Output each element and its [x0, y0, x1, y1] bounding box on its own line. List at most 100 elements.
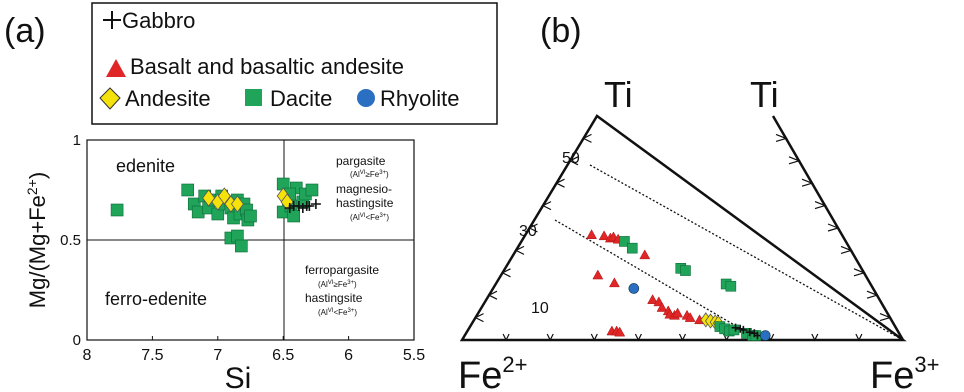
ternary-tick	[855, 333, 863, 342]
plot-a-y-label: Mg/(Mg+Fe2+)	[24, 172, 50, 308]
ternary-tick	[811, 333, 819, 342]
ternary-tick	[866, 290, 879, 299]
point-basalt	[614, 326, 626, 337]
vertex-label-fe3: Fe3+	[870, 352, 939, 392]
vertex-label-ti-right: Ti	[750, 74, 779, 115]
x-tick-label: 7.5	[141, 347, 163, 364]
point-basalt	[656, 302, 668, 312]
legend-rhyolite-marker	[357, 89, 375, 107]
ternary-tick	[501, 268, 511, 278]
plot-a-x-label: Si	[225, 362, 252, 392]
x-tick-label: 5.5	[403, 347, 425, 364]
region-ferropargasite-condition: (AlVI≥Fe3+)	[318, 280, 357, 289]
ternary-tick	[546, 333, 554, 342]
plot-b-points	[586, 229, 771, 341]
plot-a-x-ticks: 8 7.5 7 6.5 6 5.5	[83, 336, 425, 364]
region-ferro-edenite: ferro-edenite	[105, 289, 207, 309]
ternary-tick	[514, 245, 525, 255]
region-edenite: edenite	[116, 156, 175, 176]
x-tick-label: 8	[83, 347, 92, 364]
legend-gabbro-label: Gabbro	[122, 8, 195, 33]
point-andesite	[217, 187, 231, 205]
region-hastingsite-condition: (AlVI<Fe3+)	[318, 308, 357, 317]
region-pargasite: pargasite	[336, 154, 386, 168]
legend-dacite-marker	[245, 89, 262, 106]
x-tick-label: 6.5	[272, 347, 294, 364]
legend-rhyolite-label: Rhyolite	[380, 86, 459, 111]
point-dacite	[181, 183, 195, 197]
point-gabbro	[310, 199, 321, 209]
point-gabbro	[284, 203, 295, 213]
plot-a-y-ticks: 00.51	[60, 132, 91, 349]
ternary-tick	[590, 333, 598, 342]
ternary-tick	[634, 333, 642, 342]
point-gabbro	[731, 323, 740, 332]
point-basalt	[639, 249, 651, 260]
x-tick-label: 6	[344, 347, 353, 364]
point-basalt	[586, 229, 597, 239]
y-tick-label: 1	[73, 132, 81, 149]
point-dacite	[110, 203, 124, 217]
point-dacite	[305, 183, 319, 197]
region-pargasite-condition: (AlVI≥Fe3+)	[350, 170, 389, 179]
point-basalt	[684, 312, 696, 322]
ternary-guide-line-lower	[554, 219, 761, 341]
ternary-tick	[801, 178, 814, 187]
point-dacite	[725, 280, 737, 292]
plot-a: 8 7.5 7 6.5 6 5.5 00.51 Si Mg/(Mg+Fe2+) edeni…	[24, 132, 425, 392]
ternary-tick	[853, 268, 866, 277]
tick-label-10: 10	[531, 300, 549, 317]
ternary-tick	[788, 156, 801, 165]
point-basalt	[608, 277, 620, 288]
region-hastingsite: hastingsite	[305, 291, 363, 305]
panel-label-a: (a)	[4, 12, 46, 50]
point-rhyolite	[759, 330, 771, 341]
ternary-tick	[568, 156, 579, 166]
point-andesite	[230, 195, 244, 213]
point-basalt	[598, 230, 610, 241]
plot-a-points	[110, 177, 321, 253]
point-basalt	[647, 294, 659, 304]
panel-label-b: (b)	[540, 12, 582, 50]
point-rhyolite	[628, 283, 640, 294]
vertex-label-fe2: Fe2+	[458, 352, 527, 392]
ternary-tick	[487, 290, 498, 300]
ternary-tick	[879, 313, 892, 322]
ternary-tick	[474, 313, 484, 323]
y-tick-label: 0.5	[60, 232, 81, 249]
point-dacite	[619, 236, 630, 247]
ternary-tick	[814, 201, 827, 210]
plot-b: Ti Ti Fe2+ Fe3+ 10 30 50	[458, 74, 939, 392]
tick-label-50: 50	[562, 150, 580, 167]
vertex-label-ti-left: Ti	[604, 74, 633, 115]
legend-andesite-marker	[99, 87, 121, 110]
point-dacite	[626, 242, 638, 254]
ternary-tick	[555, 178, 565, 188]
legend-dacite-label: Dacite	[270, 86, 332, 111]
region-magnesio-hastingsite-condition: (AlVI<Fe3+)	[350, 213, 389, 222]
legend-basalt-label: Basalt and basaltic andesite	[130, 54, 404, 79]
ternary-tick	[528, 223, 538, 233]
ternary-tick	[775, 133, 788, 142]
point-dacite	[728, 324, 740, 336]
point-dacite	[235, 239, 248, 253]
legend: Gabbro Basalt and basaltic andesite Ande…	[91, 2, 498, 125]
point-basalt	[672, 307, 684, 318]
legend-basalt-marker	[106, 59, 126, 77]
ternary-tick	[840, 245, 853, 254]
legend-andesite-label: Andesite	[125, 86, 211, 111]
ternary-tick	[582, 133, 592, 143]
ternary-tick	[827, 223, 840, 232]
point-basalt	[592, 269, 604, 280]
region-magnesio-hastingsite-2: hastingsite	[336, 196, 394, 210]
y-tick-label: 0	[73, 332, 81, 349]
legend-box	[91, 2, 498, 125]
ternary-tick	[541, 201, 552, 211]
point-gabbro	[739, 325, 748, 334]
x-tick-label: 7	[213, 347, 222, 364]
legend-gabbro-marker	[103, 11, 121, 29]
point-dacite	[244, 209, 257, 223]
ternary-tick	[678, 333, 687, 342]
ternary-ticks	[474, 133, 892, 342]
